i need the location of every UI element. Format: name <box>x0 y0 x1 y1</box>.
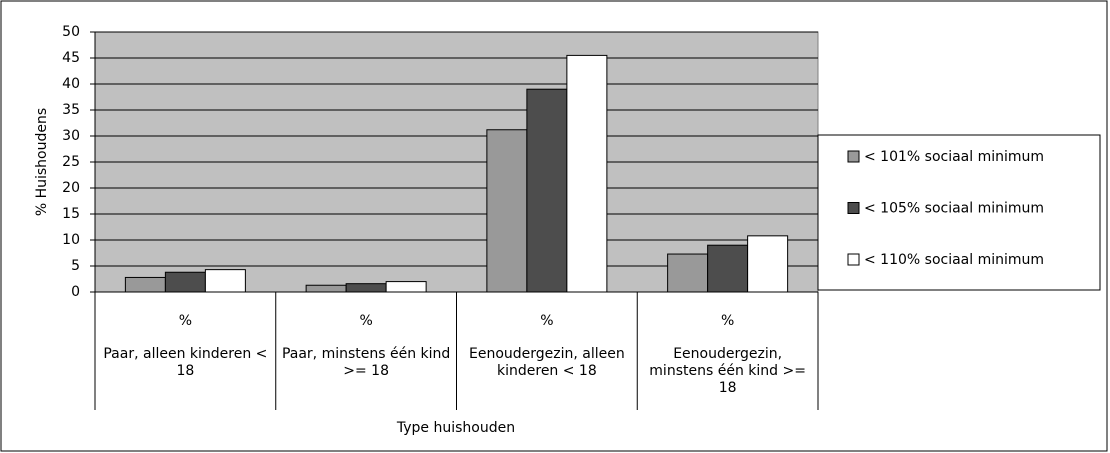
x-subcategory-label: % <box>540 313 553 329</box>
x-tick-label: Paar, alleen kinderen < 18 <box>103 346 268 379</box>
legend-label: < 110% sociaal minimum <box>864 252 1044 268</box>
y-tick-label: 5 <box>71 258 80 274</box>
legend-box <box>817 134 1101 291</box>
legend-label: < 105% sociaal minimum <box>864 201 1044 217</box>
bar <box>204 269 246 293</box>
x-axis-title: Type huishouden <box>396 420 515 436</box>
bar <box>707 244 749 293</box>
legend-swatch <box>847 150 860 163</box>
bar <box>345 283 387 293</box>
bar <box>526 88 568 293</box>
bar <box>747 235 789 293</box>
bar <box>305 284 347 293</box>
y-tick-label: 30 <box>62 128 80 144</box>
y-tick-label: 10 <box>62 232 80 248</box>
bar <box>566 54 608 293</box>
x-subcategory-label: % <box>359 313 372 329</box>
legend-swatch <box>847 202 860 214</box>
y-tick-label: 25 <box>62 154 80 170</box>
x-subcategory-label: % <box>721 313 734 329</box>
y-tick-label: 20 <box>62 180 80 196</box>
bar <box>124 276 166 293</box>
bar <box>385 281 427 293</box>
x-tick-label: Eenoudergezin, minstens één kind >= 18 <box>649 346 806 396</box>
x-tick-label: Eenoudergezin, alleen kinderen < 18 <box>469 346 625 379</box>
bar <box>164 271 206 293</box>
y-tick-label: 45 <box>62 50 80 66</box>
legend-label: < 101% sociaal minimum <box>864 149 1044 165</box>
y-tick-label: 0 <box>71 284 80 300</box>
y-tick-label: 35 <box>62 102 80 118</box>
x-tick-label: Paar, minstens één kind >= 18 <box>281 346 451 379</box>
y-tick-label: 40 <box>62 76 80 92</box>
y-tick-label: 15 <box>62 206 80 222</box>
x-subcategory-label: % <box>179 313 192 329</box>
y-axis-title: % Huishoudens <box>34 108 50 216</box>
y-tick-label: 50 <box>62 24 80 40</box>
legend-swatch <box>847 253 860 266</box>
bar <box>486 129 528 293</box>
bar <box>667 253 709 293</box>
